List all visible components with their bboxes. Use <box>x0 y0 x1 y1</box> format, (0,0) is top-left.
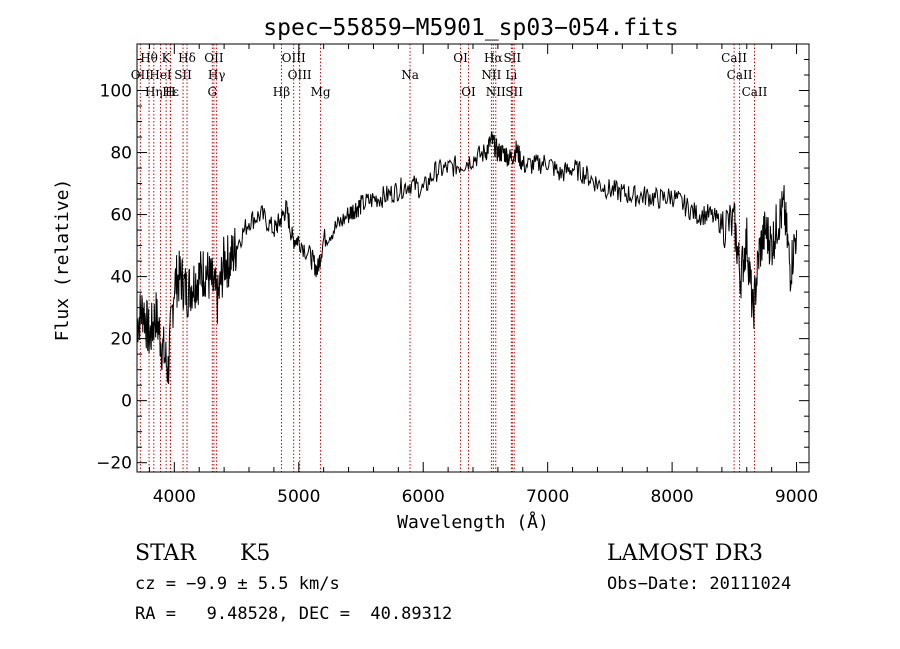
y-tick-label: 60 <box>110 206 132 226</box>
line-label-g: G <box>207 85 217 99</box>
line-label-caii: CaII <box>721 51 747 65</box>
x-tick-label: 9000 <box>775 487 818 507</box>
line-label-li: Li <box>505 68 517 82</box>
line-label-caii: CaII <box>727 68 753 82</box>
line-label-na: Na <box>401 68 419 82</box>
object-class: STAR <box>135 541 196 566</box>
redshift-velocity: cz = −9.9 ± 5.5 km/s <box>135 574 340 594</box>
line-label-hei: HeI <box>149 68 172 82</box>
line-label-h: H <box>165 85 175 99</box>
line-label-sii: SII <box>174 68 192 82</box>
line-label-oiii: OIII <box>282 51 306 65</box>
ra-dec-coordinates: RA = 9.48528, DEC = 40.89312 <box>135 604 453 624</box>
line-label-nii: NII <box>486 85 506 99</box>
line-label-hα: Hα <box>484 51 503 65</box>
object-subclass: K5 <box>240 541 271 566</box>
spectral-line-markers <box>139 44 755 472</box>
y-tick-label: 0 <box>121 392 132 412</box>
line-label-hδ: Hδ <box>178 51 196 65</box>
line-label-mg: Mg <box>311 85 331 99</box>
chart-title: spec−55859−M5901_sp03−054.fits <box>263 15 678 41</box>
x-tick-label: 5000 <box>277 487 320 507</box>
line-label-oiii: OIII <box>288 68 312 82</box>
line-label-oi: OI <box>461 85 476 99</box>
line-label-hε: Hε <box>162 85 179 99</box>
y-tick-label: 80 <box>110 144 132 164</box>
line-label-sii: SII <box>503 51 521 65</box>
x-tick-label: 8000 <box>650 487 693 507</box>
x-tick-label: 4000 <box>153 487 196 507</box>
line-label-caii: CaII <box>742 85 768 99</box>
y-axis-label: Flux (relative) <box>52 179 73 342</box>
line-label-hγ: Hγ <box>208 68 226 82</box>
line-label-oii: OII <box>204 51 224 65</box>
spectrum-line <box>136 131 798 385</box>
y-tick-label: 100 <box>100 82 132 102</box>
spectrum-plot: spec−55859−M5901_sp03−054.fits Hθ OII HεHη… <box>52 15 818 533</box>
plot-frame <box>136 43 810 473</box>
y-tick-label: 20 <box>110 330 132 350</box>
line-label-k: K <box>162 51 172 65</box>
x-axis-label: Wavelength (Å) <box>397 511 549 533</box>
observation-date: Obs−Date: 20111024 <box>607 574 792 594</box>
y-tick-label: −20 <box>96 454 132 474</box>
survey-name: LAMOST DR3 <box>607 541 763 566</box>
line-label-hβ: Hβ <box>273 85 290 99</box>
y-axis-ticks: −20 0 20 40 60 80 100 <box>96 59 809 474</box>
x-tick-label: 7000 <box>526 487 569 507</box>
line-label-hθ: Hθ <box>140 51 158 65</box>
x-tick-label: 6000 <box>402 487 445 507</box>
x-axis-ticks: 4000 5000 6000 7000 8000 9000 <box>148 44 818 507</box>
line-label-oi: OI <box>453 51 468 65</box>
line-label-sii: SII <box>505 85 523 99</box>
line-label-nii: NII <box>481 68 501 82</box>
line-label-hη: Hη <box>145 85 163 99</box>
y-tick-label: 40 <box>110 268 132 288</box>
